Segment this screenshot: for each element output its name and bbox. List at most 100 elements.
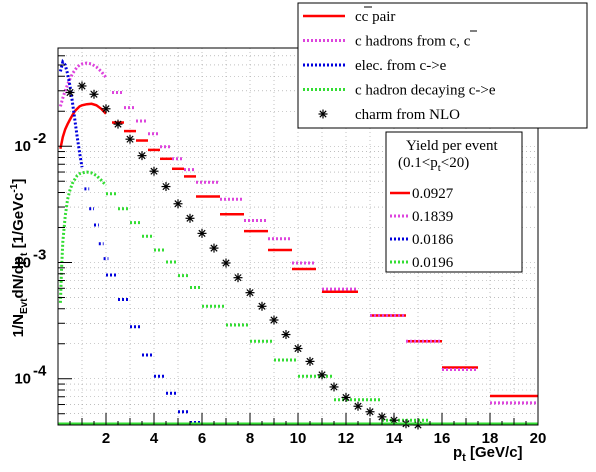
x-tick-label: 16 xyxy=(434,430,451,447)
series-c-hadron-decaying-c-e xyxy=(58,170,430,422)
data-point xyxy=(101,104,111,114)
data-point xyxy=(377,412,387,422)
star-stroke xyxy=(78,82,86,90)
data-point xyxy=(221,258,231,268)
data-point xyxy=(341,392,351,402)
data-point xyxy=(329,382,339,392)
data-point xyxy=(65,87,75,97)
y-axis-title-part: Evt xyxy=(19,298,30,314)
star-stroke xyxy=(186,214,194,222)
y-tick-label: 10 xyxy=(14,371,31,388)
yield-row: 0.0927 xyxy=(390,186,454,202)
star-stroke xyxy=(222,259,230,267)
star-stroke xyxy=(330,383,338,391)
data-point xyxy=(125,134,135,144)
y-axis-title-part: dN/dp xyxy=(10,256,27,299)
series-line xyxy=(58,170,108,303)
series-c-hadrons-from-c-c xyxy=(58,61,538,405)
star-stroke xyxy=(366,408,374,416)
yield-row: 0.1839 xyxy=(390,209,453,225)
star-stroke xyxy=(114,120,122,128)
data-point xyxy=(161,182,171,192)
legend-label: c hadron decaying c->e xyxy=(355,83,496,99)
star-stroke xyxy=(354,402,362,410)
data-point xyxy=(365,407,375,417)
y-tick-exponent: -2 xyxy=(33,130,46,147)
y-tick-exponent: -4 xyxy=(33,363,47,380)
data-point xyxy=(353,401,363,411)
yield-range: (0.1<pt<20) xyxy=(398,155,469,174)
star-stroke xyxy=(162,182,170,191)
star-stroke xyxy=(90,90,98,98)
y-axis-title-part: ] xyxy=(10,179,27,184)
y-axis-title-part: -1 xyxy=(9,183,20,192)
yield-row: 0.0186 xyxy=(390,232,454,248)
legend-entry: c hadrons from c, c xyxy=(303,34,471,50)
x-tick-label: 14 xyxy=(386,430,403,447)
data-point xyxy=(77,81,87,91)
yield-value: 0.0186 xyxy=(412,232,454,248)
x-axis-title-sub: t xyxy=(462,452,466,464)
star-stroke xyxy=(319,110,327,118)
yield-row: 0.0196 xyxy=(390,255,454,271)
x-tick-label: 20 xyxy=(530,430,547,447)
x-tick-label: 4 xyxy=(150,430,159,447)
x-axis-title-unit: [GeV/c] xyxy=(466,444,523,461)
yield-range-sub: t xyxy=(438,162,441,174)
star-stroke xyxy=(66,88,74,97)
star-stroke xyxy=(282,330,290,339)
star-stroke xyxy=(174,200,182,208)
x-tick-label: 6 xyxy=(198,430,206,447)
data-point xyxy=(185,213,195,223)
x-tick-label: 2 xyxy=(102,430,110,447)
x-axis-title: pt [GeV/c] xyxy=(453,444,523,464)
y-axis-title-part: t xyxy=(19,252,30,256)
yield-title: Yield per event xyxy=(406,138,498,154)
legend-label: charm from NLO xyxy=(355,107,460,123)
y-axis-title: 1/NEvtdN/dpt [1/GeVc-1] xyxy=(9,179,30,338)
series-elec-from-c-e xyxy=(58,58,202,425)
yield-box: Yield per event (0.1<pt<20) 0.0927 0.1839… xyxy=(385,131,523,273)
legend-entry: charm from NLO xyxy=(318,107,460,123)
star-stroke xyxy=(294,344,302,353)
legend-label: c hadrons from c, c xyxy=(355,34,471,50)
star-stroke xyxy=(102,105,110,113)
data-point xyxy=(245,288,255,298)
yield-value: 0.0927 xyxy=(412,186,454,202)
data-point xyxy=(269,315,279,325)
star-stroke xyxy=(318,371,326,379)
star-stroke xyxy=(378,413,386,421)
legend-label: elec. from c->e xyxy=(355,58,447,74)
x-tick-label: 12 xyxy=(338,430,355,447)
star-stroke xyxy=(342,393,350,402)
y-tick-label: 10 xyxy=(14,138,31,155)
legend-box xyxy=(297,2,588,129)
series-layer xyxy=(58,58,538,430)
yield-value: 0.1839 xyxy=(412,209,453,225)
legend: cc pair c hadrons from c, c elec. from c->… xyxy=(297,2,588,129)
data-point xyxy=(149,166,159,176)
x-tick-label: 8 xyxy=(246,430,254,447)
star-stroke xyxy=(306,357,314,365)
y-tick-exponent: -3 xyxy=(33,246,46,263)
y-axis-title-part: [1/GeVc xyxy=(10,193,27,253)
x-tick-label: 18 xyxy=(482,430,499,447)
star-stroke xyxy=(138,152,146,160)
star-stroke xyxy=(198,229,206,237)
data-point xyxy=(137,151,147,161)
data-point xyxy=(233,273,243,283)
y-tick-label: 10 xyxy=(14,254,31,271)
x-axis-title-main: p xyxy=(453,444,462,461)
star-stroke xyxy=(210,244,218,252)
data-point xyxy=(113,119,123,129)
data-point xyxy=(305,356,315,366)
legend-label: cc pair xyxy=(355,9,395,25)
data-point xyxy=(89,89,99,99)
legend-entry: cc pair xyxy=(303,9,395,25)
star-stroke xyxy=(258,302,266,310)
star-stroke xyxy=(126,135,134,143)
yield-range-prefix: (0.1<p xyxy=(398,155,438,171)
yield-range-suffix: <20) xyxy=(441,155,469,171)
